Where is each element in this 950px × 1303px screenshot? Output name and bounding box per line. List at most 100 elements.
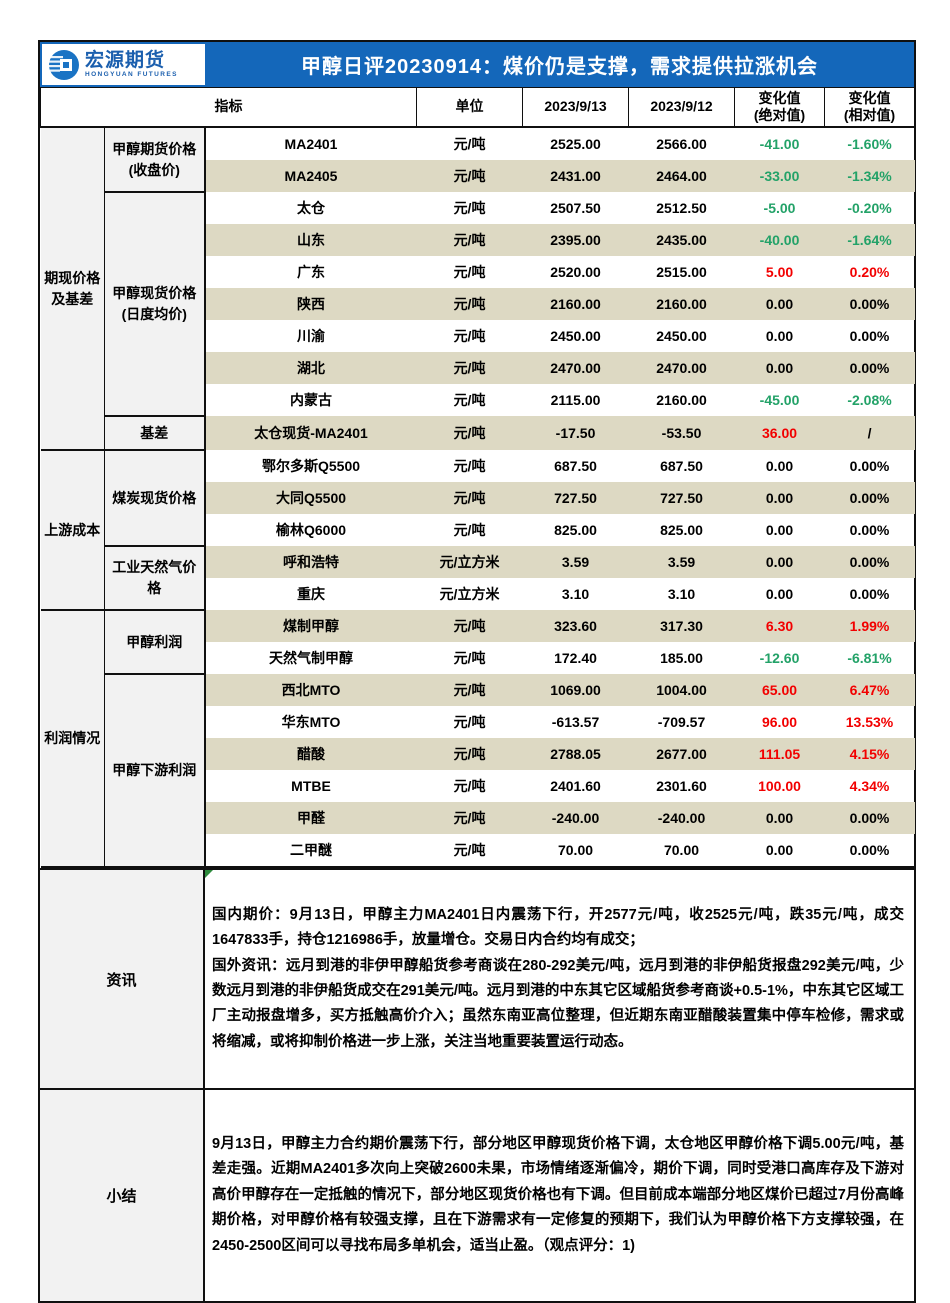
change-abs-cell: 5.00 — [765, 264, 794, 280]
comment-corner-marker — [205, 870, 213, 878]
value-date1-cell: 825.00 — [554, 522, 597, 538]
unit-cell: 元/吨 — [453, 264, 486, 280]
value-date1-cell: 2525.00 — [550, 136, 601, 152]
change-abs-cell: 36.00 — [734, 416, 825, 450]
logo-text: 宏源期货 HONGYUAN FUTURES — [85, 51, 178, 79]
value-date2-cell: 2470.00 — [628, 352, 735, 384]
value-date1-cell: 3.59 — [522, 546, 629, 578]
change-abs-cell: -33.00 — [734, 160, 825, 192]
value-date2-cell: -240.00 — [628, 802, 735, 834]
indicator-table: 指标 单位 2023/9/13 2023/9/12 变化值 (绝对值) 变化值 (相对值) 期现… — [39, 87, 916, 868]
indicator-cell: 醋酸 — [204, 738, 417, 770]
unit-cell: 元/吨 — [416, 482, 523, 514]
summary-paragraph: 9月13日，甲醇主力合约期价震荡下行，部分地区甲醇现货价格下调，太仓地区甲醇价格… — [212, 1136, 904, 1254]
table-row: 基差 太仓现货-MA2401 元/吨 -17.50 -53.50 36.00/ — [41, 416, 915, 451]
indicator-cell: 甲醛 — [204, 802, 417, 834]
value-date1-cell: 727.50 — [522, 482, 629, 514]
change-abs-cell: 0.00 — [734, 482, 825, 514]
change-abs-cell: -12.60 — [759, 650, 800, 666]
change-abs-cell: 0.00 — [765, 458, 794, 474]
subgroup-cell: 甲醇利润 — [104, 610, 206, 675]
value-date1-cell: -17.50 — [522, 416, 629, 450]
change-abs-cell: 0.00 — [765, 328, 794, 344]
report-title: 甲醇日评20230914：煤价仍是支撑，需求提供拉涨机会 — [301, 56, 818, 78]
change-rel-cell: 0.00% — [824, 482, 915, 514]
unit-cell: 元/吨 — [416, 610, 523, 642]
subgroup-cell: 工业天然气价格 — [104, 546, 206, 611]
table-row: 湖北 元/吨 2470.00 2470.00 0.00 0.00% — [41, 352, 915, 384]
indicator-cell: 湖北 — [204, 352, 417, 384]
indicator-cell: 陕西 — [204, 288, 417, 320]
table-row: 期现价格 及基差 甲醇期货价格 (收盘价) MA2401 元/吨 2525.00 2566.0… — [40, 127, 915, 451]
unit-cell: 元/吨 — [453, 392, 486, 408]
change-rel-cell: 0.00% — [824, 352, 915, 384]
change-abs-cell: 96.00 — [761, 714, 798, 730]
group-cell: 利润情况 — [40, 610, 105, 868]
indicator-cell: 榆林Q6000 — [275, 522, 347, 538]
change-rel-cell: 4.34% — [849, 778, 890, 794]
title-bar: 宏源期货 HONGYUAN FUTURES 甲醇日评20230914：煤价仍是支… — [40, 42, 914, 87]
change-rel-cell: 6.47% — [824, 674, 915, 706]
summary-section: 小结 9月13日，甲醇主力合约期价震荡下行，部分地区甲醇现货价格下调，太仓地区甲… — [40, 1088, 914, 1301]
value-date2-cell: 2435.00 — [628, 224, 735, 256]
value-date2-cell: 2515.00 — [656, 264, 707, 280]
table-row: 大同Q5500 元/吨 727.50 727.50 0.00 0.00% — [41, 482, 915, 514]
col-header-indicator: 指标 — [39, 87, 418, 128]
report-sheet: 宏源期货 HONGYUAN FUTURES 甲醇日评20230914：煤价仍是支… — [38, 40, 916, 1303]
unit-cell: 元/吨 — [416, 416, 523, 450]
value-date1-cell: -240.00 — [522, 802, 629, 834]
change-rel-cell: 0.00% — [824, 802, 915, 834]
change-abs-cell: -5.00 — [763, 200, 796, 216]
change-rel-cell: 0.20% — [849, 264, 890, 280]
indicator-cell: 煤制甲醇 — [204, 610, 417, 642]
value-date2-cell: 185.00 — [660, 650, 703, 666]
value-date2-cell: 2677.00 — [628, 738, 735, 770]
change-abs-cell: 0.00 — [765, 522, 794, 538]
value-date1-cell: 2395.00 — [522, 224, 629, 256]
news-paragraph-domestic: 国内期价：9月13日，甲醇主力MA2401日内震荡下行，开2577元/吨，收25… — [212, 906, 904, 949]
table-row: 广东 元/吨 2520.00 2515.00 5.00 0.20% — [41, 256, 915, 288]
change-rel-cell: -0.20% — [847, 200, 892, 216]
table-header-row: 指标 单位 2023/9/13 2023/9/12 变化值 (绝对值) 变化值 (相对值) — [39, 87, 916, 128]
subgroup-cell: 甲醇下游利润 — [104, 674, 206, 868]
change-abs-cell: 0.00 — [734, 288, 825, 320]
unit-cell: 元/吨 — [416, 802, 523, 834]
indicator-cell: 太仓现货-MA2401 — [204, 416, 417, 450]
change-abs-cell: -45.00 — [759, 392, 800, 408]
unit-cell: 元/立方米 — [416, 546, 523, 578]
indicator-cell: 华东MTO — [281, 714, 341, 730]
table-row: MTBE 元/吨 2401.60 2301.60 100.00 4.34% — [41, 770, 915, 802]
value-date1-cell: 687.50 — [554, 458, 597, 474]
value-date1-cell: 2431.00 — [522, 160, 629, 192]
table-row: 榆林Q6000 元/吨 825.00 825.00 0.00 0.00% — [41, 514, 915, 546]
table-row: 醋酸 元/吨 2788.05 2677.00 111.05 4.15% — [41, 738, 915, 770]
indicator-cell: 大同Q5500 — [204, 482, 417, 514]
logo-name-en: HONGYUAN FUTURES — [85, 70, 178, 78]
change-rel-cell: -1.60% — [847, 136, 892, 152]
change-rel-cell: / — [824, 416, 915, 450]
value-date1-cell: 172.40 — [554, 650, 597, 666]
table-row: 山东 元/吨 2395.00 2435.00 -40.00 -1.64% — [41, 224, 915, 256]
table-row: 工业天然气价格 呼和浩特 元/立方米 3.59 3.59 0.00 0.00% — [41, 546, 915, 611]
change-rel-cell: -6.81% — [847, 650, 892, 666]
hongyuan-logo-icon — [49, 49, 79, 80]
value-date1-cell: 2160.00 — [522, 288, 629, 320]
table-row: 上游成本 煤炭现货价格 鄂尔多斯Q5500 元/吨 687.50 687.50 0.00 0.… — [40, 450, 915, 611]
col-header-change-rel: 变化值 (相对值) — [824, 87, 916, 128]
value-date2-cell: 2160.00 — [628, 288, 735, 320]
change-rel-cell: 13.53% — [845, 714, 894, 730]
value-date2-cell: 1004.00 — [628, 674, 735, 706]
change-rel-cell: 0.00% — [824, 546, 915, 578]
logo-name-cn: 宏源期货 — [85, 49, 166, 71]
table-row: 内蒙古 元/吨 2115.00 2160.00 -45.00 -2.08% — [41, 384, 915, 416]
news-section-label: 资讯 — [40, 870, 205, 1088]
value-date2-cell: 2512.50 — [656, 200, 707, 216]
indicator-cell: MA2405 — [204, 160, 417, 192]
unit-cell: 元/吨 — [416, 738, 523, 770]
news-paragraph-overseas: 国外资讯：远月到港的非伊甲醇船货参考商谈在280-292美元/吨，远月到港的非伊… — [212, 957, 904, 1050]
unit-cell: 元/吨 — [453, 714, 486, 730]
value-date1-cell: 70.00 — [557, 842, 594, 858]
table-row: MA2405 元/吨 2431.00 2464.00 -33.00 -1.34% — [41, 160, 915, 192]
indicator-cell: 二甲醚 — [290, 842, 332, 858]
value-date2-cell: 2450.00 — [656, 328, 707, 344]
